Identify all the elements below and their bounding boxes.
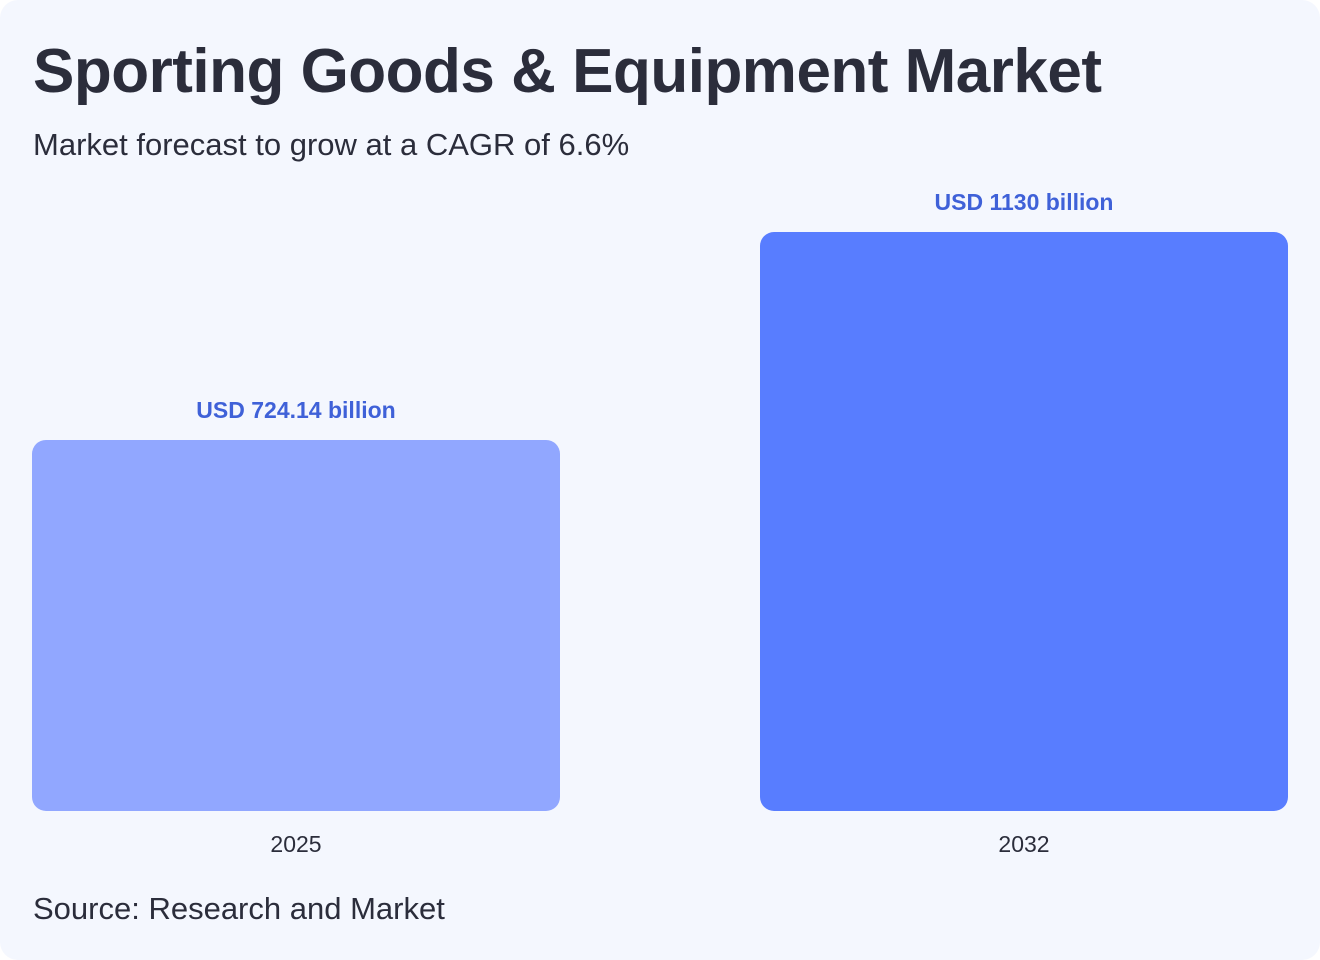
data-label: USD 724.14 billion bbox=[196, 397, 395, 423]
bar-2025 bbox=[32, 439, 560, 811]
chart-subtitle: Market forecast to grow at a CAGR of 6.6… bbox=[33, 127, 630, 162]
bar-2032 bbox=[760, 232, 1288, 811]
source-note: Source: Research and Market bbox=[33, 891, 445, 926]
x-tick-label: 2032 bbox=[998, 831, 1049, 857]
data-label: USD 1130 billion bbox=[935, 189, 1114, 215]
chart-title: Sporting Goods & Equipment Market bbox=[33, 37, 1102, 106]
x-tick-label: 2025 bbox=[270, 831, 321, 857]
